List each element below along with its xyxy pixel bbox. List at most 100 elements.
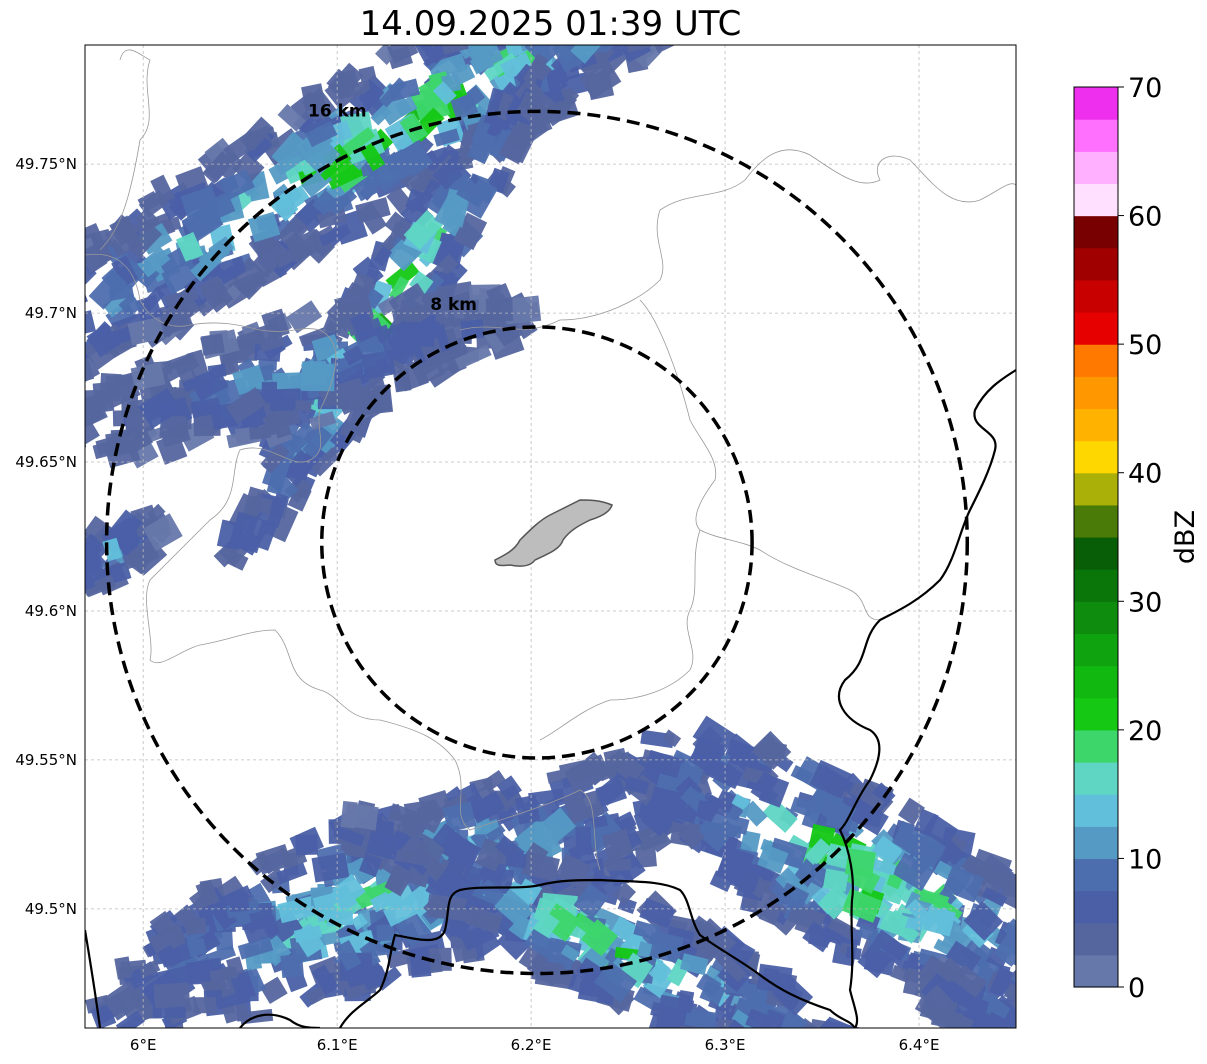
colorbar-segment	[1074, 344, 1118, 377]
latitude-tick-label: 49.75°N	[15, 155, 77, 173]
echo-cell	[804, 838, 832, 867]
echo-cell	[498, 124, 535, 165]
echo-cell	[161, 259, 202, 295]
echo-cell	[118, 293, 143, 318]
echo-cell	[648, 9, 679, 40]
echo-cell	[593, 960, 638, 1003]
echo-cell	[573, 883, 609, 920]
echo-cell	[1036, 1031, 1062, 1057]
echo-cell	[978, 1012, 1010, 1028]
echo-cell	[403, 210, 443, 250]
echo-cell	[833, 1048, 862, 1064]
echo-cell	[186, 937, 208, 958]
echo-cell	[1024, 943, 1050, 967]
echo-cell	[692, 715, 737, 757]
echo-cell	[528, 788, 565, 806]
echo-cell	[757, 844, 789, 874]
echo-cell	[1002, 1034, 1036, 1061]
echo-cell	[92, 381, 119, 400]
echo-cell	[613, 882, 636, 906]
echo-cell	[1014, 1000, 1016, 1015]
echo-cell	[1003, 982, 1016, 1011]
echo-cell	[0, 382, 5, 418]
colorbar-tick-label: 20	[1128, 716, 1162, 747]
echo-cell	[0, 311, 7, 344]
echo-cell	[334, 939, 362, 972]
echo-cell	[505, 851, 528, 869]
colorbar-segment	[1074, 633, 1118, 667]
echo-cell	[388, 803, 426, 829]
echo-cell	[39, 324, 68, 354]
echo-cell	[433, 128, 460, 147]
echo-cell	[1020, 919, 1049, 944]
colorbar-segment	[1074, 890, 1118, 924]
echo-cell	[85, 264, 97, 292]
echo-cell	[337, 80, 372, 100]
echo-cell	[985, 1037, 1026, 1064]
echo-cell	[461, 864, 484, 888]
colorbar-segment	[1074, 472, 1118, 506]
echo-cell	[413, 45, 452, 67]
echo-cell	[570, 45, 607, 64]
echo-cell	[767, 1001, 808, 1028]
echo-cell	[565, 0, 597, 3]
city-outline	[494, 499, 613, 567]
echo-cell	[834, 1034, 861, 1060]
echo-cell	[312, 190, 338, 216]
echo-cell	[758, 774, 790, 808]
echo-cell	[211, 902, 238, 930]
echo-cell	[824, 1044, 865, 1064]
echo-cell	[1013, 911, 1016, 946]
echo-cell	[453, 212, 488, 251]
echo-cell	[225, 387, 267, 424]
echo-cell	[1022, 1005, 1052, 1031]
echo-cell	[1003, 970, 1016, 996]
colorbar-tick-label: 60	[1128, 202, 1162, 233]
echo-cell	[595, 779, 628, 807]
echo-cell	[606, 858, 632, 871]
echo-cell	[536, 807, 577, 847]
echo-cell	[648, 829, 672, 853]
echo-cell	[375, 45, 398, 66]
colorbar-tick-label: 30	[1128, 587, 1162, 618]
echo-cell	[293, 925, 323, 943]
echo-cell	[1002, 1006, 1016, 1028]
echo-cell	[720, 0, 753, 2]
echo-cell	[709, 0, 739, 9]
echo-cell	[115, 1010, 145, 1028]
echo-cell	[748, 1040, 771, 1062]
echo-cell	[259, 976, 288, 1005]
echo-cell	[456, 85, 486, 113]
echo-cell	[269, 388, 301, 412]
echo-cell	[111, 255, 139, 287]
echo-cell	[0, 363, 9, 385]
echo-cell	[361, 349, 396, 380]
echo-cell	[485, 297, 514, 322]
echo-cell	[1035, 952, 1060, 974]
longitude-tick-labels: 6°E 6.1°E 6.2°E 6.3°E 6.4°E	[130, 1036, 940, 1054]
echo-cell	[0, 298, 10, 323]
echo-cell	[551, 0, 583, 10]
echo-cell	[251, 238, 290, 278]
echo-cell	[662, 729, 682, 748]
echo-cell	[395, 849, 430, 867]
echo-cell	[1064, 987, 1085, 1007]
echo-cell	[849, 782, 886, 812]
echo-cell	[1021, 1009, 1052, 1043]
echo-cell	[359, 142, 386, 172]
echo-cell	[951, 964, 988, 998]
colorbar-segment	[1074, 119, 1118, 152]
echo-cell	[505, 7, 529, 31]
echo-cell	[301, 83, 327, 112]
echo-cell	[0, 330, 16, 355]
echo-cell	[548, 11, 581, 42]
echo-cell	[157, 944, 182, 971]
echo-cell	[522, 0, 558, 14]
echo-cell	[85, 414, 93, 427]
echo-cell	[919, 889, 950, 909]
echo-cell	[612, 45, 649, 47]
echo-cell	[432, 81, 457, 106]
echo-cell	[239, 116, 274, 152]
echo-cell	[802, 921, 835, 953]
echo-cell	[276, 215, 310, 249]
